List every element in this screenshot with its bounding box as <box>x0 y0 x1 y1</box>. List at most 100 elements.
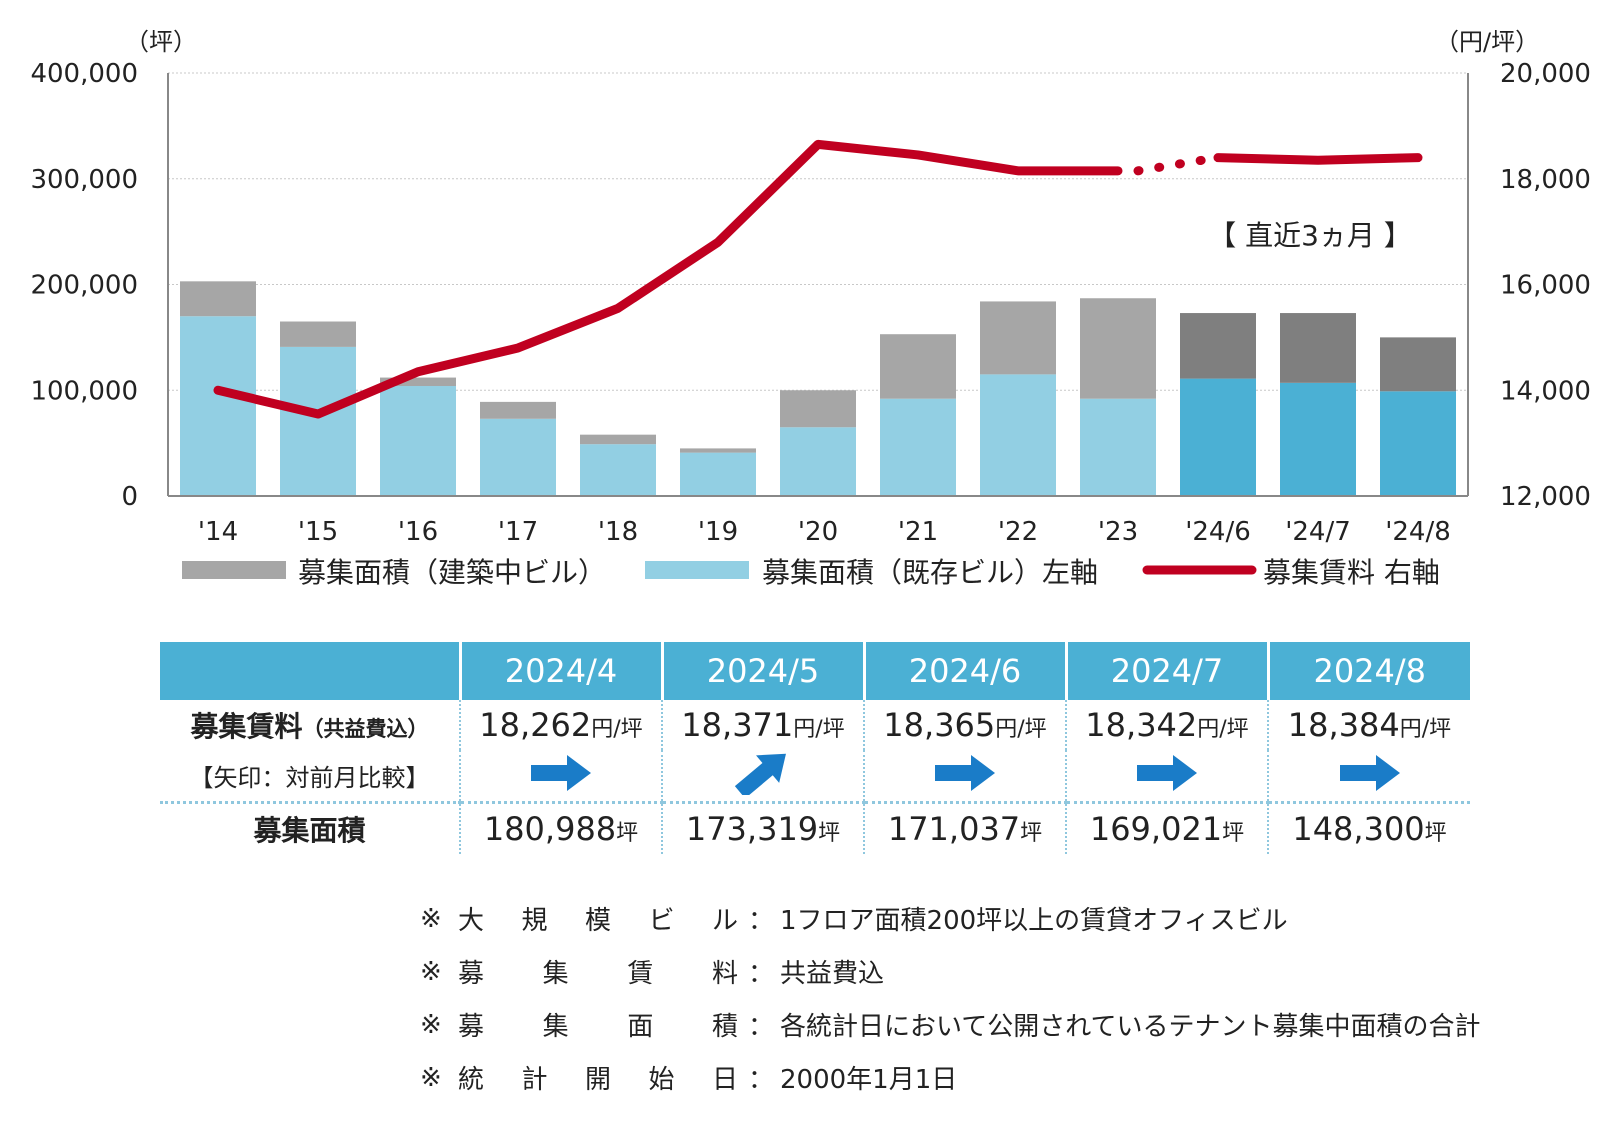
bar-construction <box>280 321 356 347</box>
month-header: 2024/4 <box>458 642 662 700</box>
arrow-right-icon <box>531 755 591 792</box>
category-label: '23 <box>1098 517 1138 547</box>
rent-cell: 18,342円/坪 <box>1065 700 1268 750</box>
footnote-row: ※ 統計開始日 ： 2000年1月1日 <box>420 1051 1480 1104</box>
right-tick-label: 16,000 <box>1500 271 1591 301</box>
area-cell: 180,988坪 <box>459 800 662 854</box>
bar-existing <box>1180 378 1256 496</box>
bar-existing <box>180 316 256 496</box>
category-label: '16 <box>398 517 438 547</box>
arrow-right-icon <box>1137 755 1197 792</box>
category-label: '18 <box>598 517 638 547</box>
legend-swatch-existing <box>645 561 749 579</box>
right-tick-label: 12,000 <box>1500 482 1591 512</box>
right-tick-label: 20,000 <box>1500 59 1591 89</box>
rent-row-label: 募集賃料（共益費込） <box>190 710 429 743</box>
left-tick-label: 100,000 <box>30 376 138 406</box>
footnote-colon: ： <box>748 1012 775 1042</box>
left-tick-label: 200,000 <box>30 271 138 301</box>
rent-line-gap <box>1133 153 1223 176</box>
left-axis-unit: （坪） <box>125 28 197 56</box>
trend-arrow-cell <box>661 750 864 802</box>
footnote-text: 各統計日において公開されているテナント募集中面積の合計 <box>780 1012 1481 1042</box>
table-header-blank <box>160 642 460 700</box>
axis-labels: 0 100,000 200,000 300,000 400,000 12,000 14,00… <box>30 28 1591 547</box>
bar-construction <box>180 281 256 317</box>
bar-construction <box>1380 337 1456 392</box>
bar-construction <box>780 390 856 428</box>
trend-arrow-cell <box>863 750 1066 802</box>
bar-existing <box>1380 391 1456 496</box>
left-tick-label: 0 <box>121 482 138 512</box>
legend-label-existing: 募集面積（既存ビル）左軸 <box>762 556 1098 589</box>
area-row-label: 募集面積 <box>160 800 460 854</box>
left-tick-label: 300,000 <box>30 165 138 195</box>
left-tick-label: 400,000 <box>30 59 138 89</box>
footnote-mark: ※ <box>420 1009 442 1040</box>
footnote-text: 共益費込 <box>780 959 885 989</box>
arrow-right-icon <box>935 755 995 792</box>
month-header: 2024/6 <box>862 642 1066 700</box>
footnote-text: 1フロア面積200坪以上の賃貸オフィスビル <box>780 906 1288 936</box>
bar-existing <box>380 386 456 496</box>
footnote-mark: ※ <box>420 956 442 987</box>
bar-construction <box>880 334 956 399</box>
category-label: '24/8 <box>1385 517 1451 547</box>
category-label: '20 <box>798 517 838 547</box>
month-header: 2024/8 <box>1266 642 1470 700</box>
category-label: '14 <box>198 517 238 547</box>
arrow-legend-label: 【矢印：対前月比較】 <box>189 763 430 792</box>
chart: 0 100,000 200,000 300,000 400,000 12,000 14,00… <box>30 28 1591 589</box>
right-tick-label: 18,000 <box>1500 165 1591 195</box>
bar-existing <box>580 444 656 496</box>
legend-swatch-construction <box>182 561 286 579</box>
bar-existing <box>880 398 956 496</box>
category-label: '22 <box>998 517 1038 547</box>
bar-construction <box>580 434 656 445</box>
trend-arrow-cell <box>1267 750 1470 802</box>
rent-cell: 18,384円/坪 <box>1267 700 1470 750</box>
footnote-colon: ： <box>748 959 775 989</box>
footnote-label: 大規模ビル <box>458 906 738 936</box>
arrow-right-icon <box>1339 755 1400 792</box>
trend-arrow-cell <box>1065 750 1268 802</box>
summary-table: 2024/4 2024/5 2024/6 2024/7 2024/8 募集賃料（… <box>160 642 1470 854</box>
footnote-colon: ： <box>748 1065 775 1095</box>
bar-construction <box>1080 298 1156 399</box>
month-header: 2024/5 <box>660 642 864 700</box>
bar-construction <box>380 377 456 387</box>
footnote-label: 統計開始日 <box>458 1065 738 1095</box>
bars <box>180 281 1456 496</box>
rent-line-recent <box>1213 153 1423 165</box>
legend: 募集面積（建築中ビル） 募集面積（既存ビル）左軸 募集賃料 右軸 <box>182 556 1440 589</box>
category-label: '21 <box>898 517 938 547</box>
category-label: '19 <box>698 517 738 547</box>
bar-existing <box>1080 398 1156 496</box>
bar-existing <box>980 374 1056 496</box>
legend-label-rent: 募集賃料 右軸 <box>1263 556 1440 589</box>
rent-cell: 18,365円/坪 <box>863 700 1066 750</box>
right-axis-unit: （円/坪） <box>1435 28 1539 56</box>
footnote-colon: ： <box>748 906 775 936</box>
rent-line <box>213 139 1423 419</box>
bar-existing <box>480 418 556 496</box>
right-tick-label: 14,000 <box>1500 376 1591 406</box>
area-cell: 148,300坪 <box>1267 800 1470 854</box>
bar-construction <box>680 448 756 453</box>
category-label: '24/7 <box>1285 517 1351 547</box>
area-cell: 173,319坪 <box>661 800 864 854</box>
bar-construction <box>1280 313 1356 383</box>
footnotes: ※ 大規模ビル： 1フロア面積200坪以上の賃貸オフィスビル ※ 募集賃料：共益費込 ※ 募… <box>420 892 1480 1104</box>
rent-cell: 18,262円/坪 <box>459 700 662 750</box>
bar-existing <box>680 452 756 496</box>
area-cell: 169,021坪 <box>1065 800 1268 854</box>
footnote-mark: ※ <box>420 1062 442 1093</box>
footnote-row: ※ 募集賃料 ：共益費込 <box>420 945 1480 998</box>
category-label: '15 <box>298 517 338 547</box>
recent-months-annotation: 【 直近3ヵ月 】 <box>1208 219 1412 252</box>
footnote-row: ※ 募集面積 ：各統計日において公開されているテナント募集中面積の合計 <box>420 998 1480 1051</box>
footnote-row: ※ 大規模ビル ： 1フロア面積200坪以上の賃貸オフィスビル <box>420 892 1480 945</box>
month-header: 2024/7 <box>1064 642 1268 700</box>
footnote-label: 募集面積 <box>458 1012 738 1042</box>
footnote-mark: ※ <box>420 903 442 934</box>
